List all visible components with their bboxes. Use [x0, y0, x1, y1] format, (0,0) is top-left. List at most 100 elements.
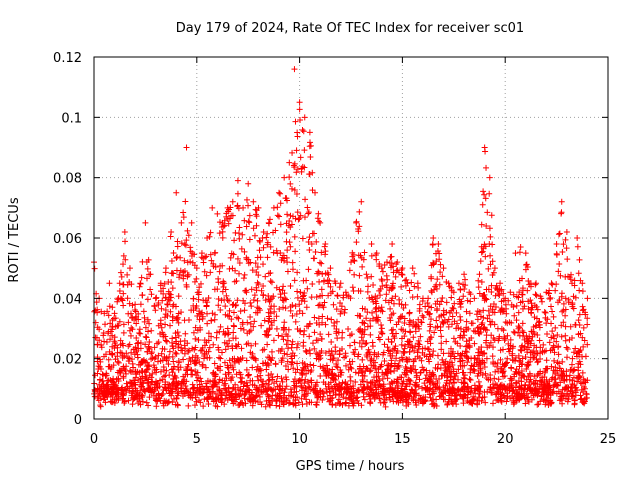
data-point	[320, 363, 327, 370]
data-point-peak	[147, 271, 154, 278]
data-point	[347, 342, 354, 349]
data-point	[249, 381, 256, 388]
data-point	[533, 350, 540, 357]
data-point	[223, 340, 230, 347]
data-point	[299, 310, 306, 317]
data-point	[348, 331, 355, 338]
data-point	[387, 352, 394, 359]
data-point	[138, 367, 145, 374]
data-point-peak	[121, 228, 128, 235]
data-point	[348, 365, 355, 372]
data-point	[322, 368, 329, 375]
data-point	[345, 402, 352, 409]
data-point	[155, 322, 162, 329]
data-point	[355, 252, 362, 259]
data-point	[434, 365, 441, 372]
data-point	[145, 328, 152, 335]
data-point	[570, 393, 577, 400]
data-point	[254, 309, 261, 316]
data-point	[294, 360, 301, 367]
data-point	[182, 198, 189, 205]
data-point	[178, 240, 185, 247]
data-point	[333, 306, 340, 313]
data-point	[442, 382, 449, 389]
data-point	[225, 343, 232, 350]
data-point	[224, 325, 231, 332]
data-point	[509, 388, 516, 395]
data-point	[377, 363, 384, 370]
data-point	[154, 358, 161, 365]
data-point	[449, 350, 456, 357]
data-point-peak	[553, 241, 560, 248]
data-point	[425, 356, 432, 363]
data-point	[119, 354, 126, 361]
data-point	[248, 303, 255, 310]
data-point	[157, 330, 164, 337]
data-point	[457, 313, 464, 320]
data-point	[574, 243, 581, 250]
data-point	[164, 301, 171, 308]
data-point	[446, 363, 453, 370]
data-point	[286, 174, 293, 181]
data-point-peak	[543, 289, 550, 296]
data-point	[313, 401, 320, 408]
data-point	[390, 280, 397, 287]
data-point	[489, 309, 496, 316]
data-point	[201, 355, 208, 362]
data-point	[215, 295, 222, 302]
data-point	[277, 190, 284, 197]
data-point	[192, 344, 199, 351]
data-point	[237, 379, 244, 386]
data-point	[301, 380, 308, 387]
data-point	[341, 385, 348, 392]
data-point	[267, 402, 274, 409]
data-point	[218, 391, 225, 398]
data-point	[222, 303, 229, 310]
data-point	[255, 272, 262, 279]
data-point	[529, 304, 536, 311]
data-point	[241, 248, 248, 255]
data-point	[563, 344, 570, 351]
data-point	[112, 315, 119, 322]
data-point	[331, 319, 338, 326]
data-point	[584, 315, 591, 322]
data-point	[270, 229, 277, 236]
data-point	[488, 288, 495, 295]
data-point	[494, 359, 501, 366]
data-point	[446, 309, 453, 316]
data-point	[380, 385, 387, 392]
data-point	[393, 398, 400, 405]
data-point	[551, 357, 558, 364]
data-point	[219, 262, 226, 269]
data-point	[102, 391, 109, 398]
data-point	[457, 342, 464, 349]
data-point	[319, 313, 326, 320]
data-point	[336, 284, 343, 291]
data-point	[477, 329, 484, 336]
data-point	[579, 353, 586, 360]
data-point	[374, 316, 381, 323]
data-point	[283, 341, 290, 348]
data-point	[107, 336, 114, 343]
data-point	[488, 282, 495, 289]
data-point	[358, 254, 365, 261]
data-point	[412, 355, 419, 362]
data-point	[446, 380, 453, 387]
data-point	[192, 335, 199, 342]
data-point	[301, 147, 308, 154]
data-point-peak	[152, 295, 159, 302]
data-point	[339, 334, 346, 341]
data-point	[410, 397, 417, 404]
data-point	[292, 118, 299, 125]
data-point	[452, 338, 459, 345]
data-point	[527, 358, 534, 365]
data-point	[563, 245, 570, 252]
data-point	[466, 337, 473, 344]
data-point	[584, 321, 591, 328]
data-point	[475, 284, 482, 291]
data-point	[436, 281, 443, 288]
data-point	[245, 371, 252, 378]
data-point-peak	[317, 219, 324, 226]
data-point	[510, 303, 517, 310]
data-point	[169, 313, 176, 320]
